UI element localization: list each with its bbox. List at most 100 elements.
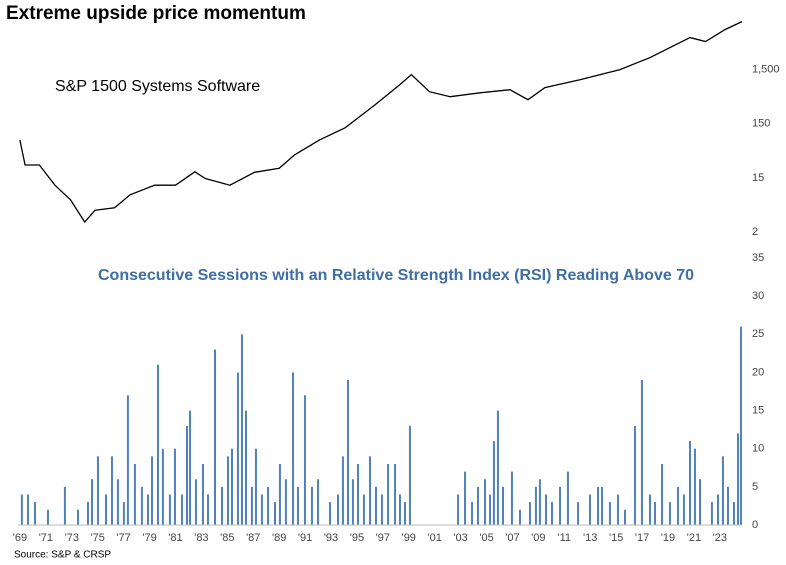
bar: [260, 494, 263, 525]
x-tick-label: '11: [558, 532, 572, 544]
bar: [254, 448, 257, 525]
bar: [489, 494, 492, 525]
bar: [310, 486, 313, 525]
bar: [133, 463, 136, 525]
source: Source: S&P & CRSP: [14, 550, 111, 561]
bar: [186, 425, 189, 525]
bar: [173, 448, 176, 525]
x-tick-label: '13: [583, 532, 597, 544]
bar: [374, 486, 377, 525]
bar: [727, 486, 730, 525]
bar: [648, 494, 651, 525]
bar: [510, 471, 513, 525]
bar: [328, 502, 331, 525]
y-tick-label: 15: [752, 172, 764, 184]
bar: [116, 479, 119, 525]
x-tick-label: '85: [220, 532, 234, 544]
bar: [633, 425, 636, 525]
bar: [214, 349, 217, 525]
bar: [550, 502, 553, 525]
x-tick-label: '75: [91, 532, 105, 544]
bar: [20, 494, 23, 525]
x-tick-label: '01: [428, 532, 442, 544]
bar: [161, 448, 164, 525]
bar: [33, 502, 36, 525]
bar: [46, 509, 49, 525]
y-tick-label: 10: [752, 443, 764, 455]
x-tick-label: '23: [713, 532, 727, 544]
bar: [26, 494, 29, 525]
x-tick-label: '71: [39, 532, 53, 544]
bar: [464, 471, 467, 525]
bar: [721, 456, 724, 525]
bar: [528, 502, 531, 525]
bar: [476, 486, 479, 525]
bar: [408, 425, 411, 525]
bar: [274, 502, 277, 525]
bar: [303, 395, 306, 525]
bar: [732, 502, 735, 525]
bar: [122, 502, 125, 525]
bar: [394, 463, 397, 525]
bar: [188, 410, 191, 525]
bar: [356, 463, 359, 525]
bar: [244, 410, 247, 525]
panel-title: Consecutive Sessions with an Relative St…: [98, 267, 694, 284]
bar: [226, 456, 229, 525]
x-tick-label: '15: [609, 532, 623, 544]
y-tick-label: 25: [752, 328, 764, 340]
x-tick-label: '89: [272, 532, 286, 544]
x-tick-label: '69: [13, 532, 27, 544]
x-tick-label: '17: [635, 532, 649, 544]
bar: [739, 326, 742, 525]
bar: [736, 433, 739, 525]
y-tick-label: 35: [752, 252, 764, 264]
x-tick-label: '97: [376, 532, 390, 544]
y-tick-label: 30: [752, 290, 764, 302]
bar: [457, 494, 460, 525]
bar: [201, 463, 204, 525]
price-line: [19, 21, 743, 224]
x-tick-label: '79: [142, 532, 156, 544]
x-tick-label: '83: [194, 532, 208, 544]
bar: [387, 463, 390, 525]
x-tick-label: '99: [402, 532, 416, 544]
bar: [496, 410, 499, 525]
x-tick-label: '91: [298, 532, 312, 544]
bar: [534, 486, 537, 525]
x-tick-label: '03: [453, 532, 467, 544]
bar: [588, 494, 591, 525]
bar: [278, 463, 281, 525]
bar: [676, 486, 679, 525]
bar: [240, 334, 243, 525]
bar: [207, 494, 210, 525]
bar: [616, 494, 619, 525]
x-tick-label: '21: [687, 532, 701, 544]
bar: [717, 494, 720, 525]
x-tick-label: '05: [479, 532, 493, 544]
bar: [471, 502, 474, 525]
bar: [86, 502, 89, 525]
bar: [194, 479, 197, 525]
y-tick-label: 2: [752, 226, 758, 238]
bar: [661, 463, 664, 525]
bar: [140, 486, 143, 525]
bar: [292, 372, 295, 525]
bar: [180, 494, 183, 525]
bar: [126, 395, 129, 525]
bar: [577, 502, 580, 525]
bar: [91, 479, 94, 525]
bar: [96, 456, 99, 525]
bar: [230, 448, 233, 525]
bar: [250, 486, 253, 525]
bar: [518, 509, 521, 525]
y-tick-label: 150: [752, 118, 770, 130]
bar: [682, 494, 685, 525]
bar: [110, 456, 113, 525]
bar: [398, 494, 401, 525]
bar: [284, 479, 287, 525]
y-tick-label: 1,500: [752, 64, 780, 76]
bar: [168, 494, 171, 525]
bar: [668, 502, 671, 525]
bar: [501, 486, 504, 525]
